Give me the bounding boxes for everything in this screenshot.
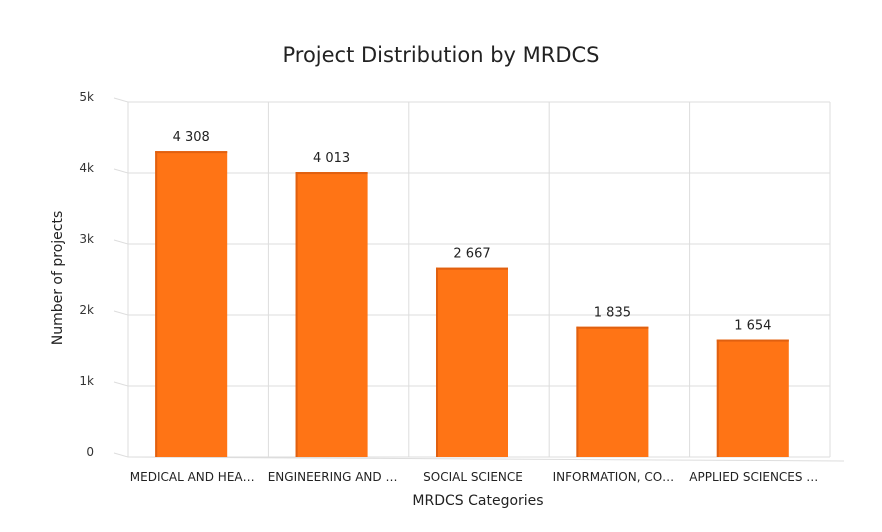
bars	[155, 151, 789, 457]
y-tick-labels: 0 1k 2k 3k 4k 5k	[79, 90, 94, 459]
y-axis-title: Number of projects	[50, 211, 66, 346]
bar-4	[716, 339, 789, 457]
grid-line-5	[113, 97, 830, 103]
floor-line	[127, 456, 845, 462]
y-tick-label-1: 1k	[79, 374, 94, 388]
y-tick-label-2: 2k	[79, 303, 94, 317]
data-label-2: 2 667	[453, 247, 490, 262]
data-label-4: 1 654	[734, 319, 771, 334]
bar-2	[436, 267, 508, 457]
category-label-0: MEDICAL AND HEA…	[130, 470, 255, 484]
category-label-1: ENGINEERING AND …	[268, 470, 398, 484]
data-label-1: 4 013	[313, 151, 350, 166]
grid-line-3	[113, 239, 830, 245]
bar-1	[295, 172, 368, 457]
x-axis-title: MRDCS Categories	[412, 493, 543, 509]
y-tick-label-5: 5k	[79, 90, 94, 104]
category-label-4: APPLIED SCIENCES …	[689, 470, 818, 484]
grid-line-4	[113, 168, 830, 174]
chart-title: Project Distribution by MRDCS	[282, 43, 599, 67]
y-tick-label-3: 3k	[79, 232, 94, 246]
data-label-0: 4 308	[173, 130, 210, 145]
bar-0	[155, 151, 228, 457]
category-label-2: SOCIAL SCIENCE	[423, 470, 523, 484]
bar-3	[576, 326, 649, 457]
data-label-3: 1 835	[594, 306, 631, 321]
data-labels: 4 308 4 013 2 667 1 835 1 654	[173, 130, 772, 333]
x-category-labels: MEDICAL AND HEA… ENGINEERING AND … SOCIAL …	[130, 470, 819, 484]
y-tick-label-4: 4k	[79, 161, 94, 175]
y-tick-label-0: 0	[86, 445, 94, 459]
category-label-3: INFORMATION, CO…	[553, 470, 675, 484]
